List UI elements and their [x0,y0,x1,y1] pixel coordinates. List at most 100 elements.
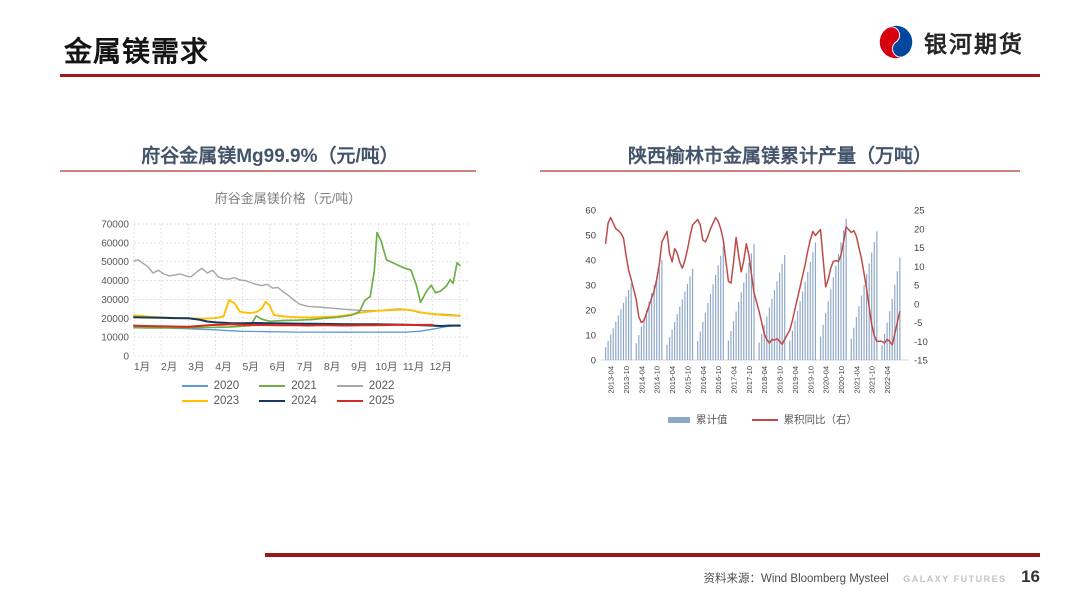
x-tick-label: 8月 [324,361,340,373]
legend-item-2025: 2025 [336,395,395,407]
x-tick-label: 2月 [161,361,177,373]
legend-item-2022: 2022 [336,380,395,392]
legend-item-2023: 2023 [181,395,240,407]
footer: 资料来源：Wind Bloomberg Mysteel GALAXY FUTUR… [440,567,1041,587]
header-divider [60,74,1040,77]
right-y-tick-label: 15 [914,243,925,254]
left-y-tick-label: 50 [585,231,596,242]
series-2025-line [133,323,434,328]
legend-swatch [336,385,363,387]
x-tick-label: 5月 [242,361,258,373]
left-y-tick-label: 40 [585,256,596,267]
galaxy-swirl-icon [878,24,914,60]
x-tick-label: 1月 [134,361,150,373]
y-tick-label: 20000 [101,314,129,325]
brand-watermark: GALAXY FUTURES [903,574,1007,584]
x-tick-label: 2017-10 [745,366,754,394]
series-2021-line [133,231,461,329]
left-y-tick-label: 60 [585,206,596,217]
left-y-tick-label: 30 [585,281,596,292]
left-section-underline [60,170,476,172]
legend-row: 2020 2021 2022 [181,380,395,392]
right-y-tick-label: 5 [914,281,919,292]
legend-swatch [181,385,208,387]
x-tick-label: 2018-04 [760,366,769,394]
x-tick-label: 2022-04 [883,366,892,394]
y-tick-label: 70000 [101,220,129,231]
legend-label: 2022 [368,380,395,392]
right-y-tick-label: -5 [914,318,922,329]
left-y-tick-label: 0 [591,356,596,367]
y-tick-label: 50000 [101,257,129,268]
legend-swatch [751,418,778,421]
legend-item-2024: 2024 [259,395,317,407]
left-chart-title: 府谷金属镁价格（元/吨） [214,191,362,206]
x-tick-label: 2015-04 [668,366,677,394]
page-title: 金属镁需求 [64,36,210,67]
right-y-tick-label: -15 [914,356,928,367]
y-tick-label: 0 [123,352,129,363]
legend-row: 2023 2024 2025 [181,395,395,407]
x-tick-label: 2016-10 [714,366,723,394]
price-line-chart: 0 10000 20000 30000 40000 50000 60000 70000 1月 2月… [101,220,468,373]
right-section-title: 陕西榆林市金属镁累计产量（万吨） [627,146,932,167]
right-y-tick-label: 25 [914,206,925,217]
legend-label: 2025 [368,395,395,407]
y-tick-label: 40000 [101,276,129,287]
x-tick-label: 9月 [351,361,367,373]
left-section-title: 府谷金属镁Mg99.9%（元/吨） [141,146,399,167]
x-tick-label: 10月 [375,361,397,373]
right-y-tick-label: -10 [914,337,928,348]
gridlines [133,223,468,357]
x-tick-label: 2016-04 [699,366,708,394]
legend-label: 累计值 [696,414,728,426]
y-tick-label: 10000 [101,333,129,344]
x-tick-label: 7月 [297,361,313,373]
legend-label: 累积同比（右） [783,414,858,426]
series-lines [133,231,461,333]
x-tick-label: 2019-10 [806,366,815,394]
legend-item-2020: 2020 [181,380,240,392]
right-y-tick-label: 20 [914,224,925,235]
x-tick-label: 6月 [270,361,286,373]
legend-swatch [259,385,286,387]
legend-label: 2020 [213,380,240,392]
brand-logo: 银河期货 [876,22,1024,62]
legend-swatch [336,400,363,402]
right-section-underline [540,170,1020,172]
x-tick-label: 2017-04 [730,366,739,394]
brand-name: 银河期货 [924,31,1024,57]
production-combo-chart: 0 10 20 30 40 50 60 -15 -10 -5 0 5 10 15 20 25 2013-04 20… [585,206,928,394]
legend-swatch [181,400,208,402]
legend-label: 2023 [213,395,240,407]
right-chart-legend: 累计值 累积同比（右） [555,412,970,427]
left-y-tick-label: 20 [585,306,596,317]
right-y-tick-label: 0 [914,299,919,310]
x-tick-label: 2020-10 [837,366,846,394]
x-tick-label: 2013-10 [622,366,631,394]
x-tick-label: 2014-10 [653,366,662,394]
right-y-tick-label: 10 [914,262,925,273]
x-tick-label: 2014-04 [637,366,646,394]
footer-divider [265,553,1040,557]
x-tick-label: 4月 [215,361,231,373]
x-tick-label: 2021-10 [868,366,877,394]
x-tick-label: 2021-04 [852,366,861,394]
x-tick-label: 3月 [188,361,204,373]
series-2020-line [133,325,461,333]
x-tick-label: 2015-10 [683,366,692,394]
legend-item-cumulative: 累计值 [668,412,728,427]
x-tick-label: 2018-10 [776,366,785,394]
left-chart-legend: 2020 2021 2022 2023 2024 2025 [88,380,488,407]
legend-swatch [668,416,690,423]
y-tick-label: 30000 [101,295,129,306]
cumulative-bars [604,218,901,360]
legend-label: 2024 [291,395,317,407]
x-tick-label: 11月 [403,361,424,373]
page-number: 16 [1021,567,1040,586]
x-tick-label: 2013-04 [607,366,616,394]
x-tick-label: 12月 [430,361,452,373]
legend-item-yoy: 累积同比（右） [751,412,858,427]
x-tick-label: 2020-04 [822,366,831,394]
